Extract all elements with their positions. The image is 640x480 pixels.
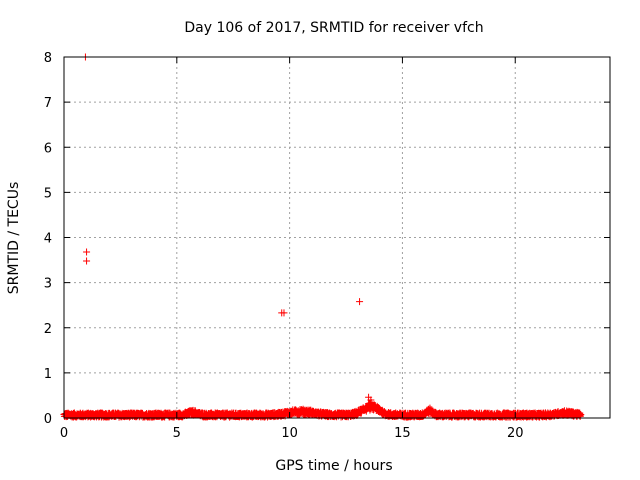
y-tick-label: 0 [44, 412, 52, 427]
y-tick-label: 8 [44, 51, 52, 66]
axis-ticks: 0 5 10 15 20 0 1 2 3 4 5 6 7 8 [44, 51, 610, 441]
outlier-point [83, 248, 91, 256]
outlier-point [83, 257, 91, 265]
chart-title: Day 106 of 2017, SRMTID for receiver vfc… [184, 20, 483, 36]
x-tick-label: 5 [173, 426, 181, 441]
y-tick-label: 4 [44, 232, 52, 247]
x-tick-label: 10 [281, 426, 298, 441]
data-point [577, 411, 585, 419]
y-tick-label: 5 [44, 186, 52, 201]
y-tick-label: 2 [44, 322, 52, 337]
outlier-point [367, 396, 375, 404]
outlier-point [280, 309, 288, 317]
y-tick-label: 3 [44, 277, 52, 292]
outlier-point [356, 298, 364, 306]
y-tick-label: 6 [44, 141, 52, 156]
y-tick-label: 7 [44, 96, 52, 111]
x-axis-label: GPS time / hours [275, 458, 392, 474]
y-axis-label: SRMTID / TECUs [6, 182, 22, 295]
x-tick-label: 0 [60, 426, 68, 441]
y-tick-label: 1 [44, 367, 52, 382]
x-tick-label: 15 [394, 426, 411, 441]
grid-lines [64, 57, 610, 418]
x-tick-label: 20 [507, 426, 524, 441]
